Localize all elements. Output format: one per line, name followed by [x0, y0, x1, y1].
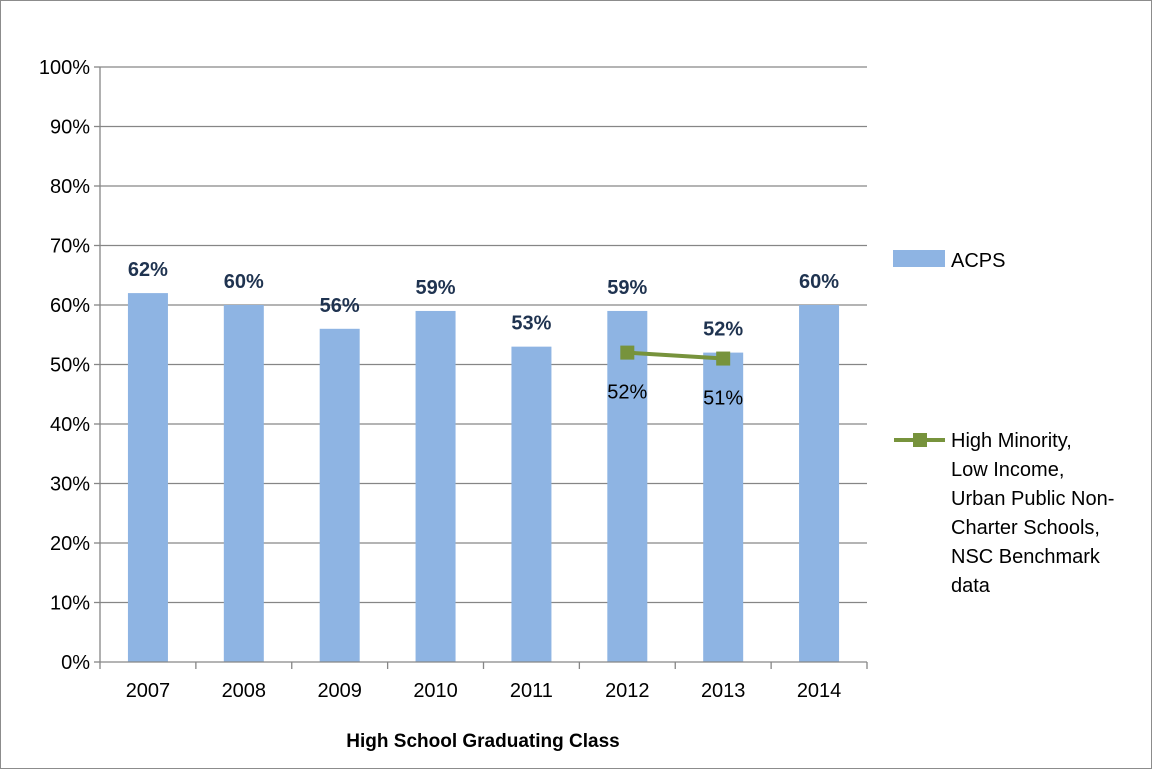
x-axis-title: High School Graduating Class	[346, 731, 619, 752]
line-data-label: 51%	[703, 388, 743, 410]
data-labels: 62% 60% 56% 59% 53% 59% 52% 60% 52% 51%	[128, 259, 839, 409]
y-tick-label: 80%	[50, 176, 90, 198]
line-series	[620, 345, 731, 366]
legend-swatch-marker	[913, 433, 927, 447]
bar-2008	[223, 305, 264, 662]
x-tick-label: 2009	[317, 680, 362, 702]
x-tick-label: 2013	[701, 680, 746, 702]
x-tick-label: 2007	[126, 680, 171, 702]
x-tick-label: 2010	[413, 680, 458, 702]
y-tick-label: 0%	[61, 652, 90, 674]
axes: 0% 10% 20% 30% 40% 50% 60% 70% 80% 90% 100% 2007 200…	[39, 57, 868, 702]
bar-data-label: 59%	[607, 277, 647, 299]
y-tick-label: 40%	[50, 414, 90, 436]
y-tick-label: 100%	[39, 57, 90, 79]
line-point-2013	[716, 351, 731, 366]
x-tick-label: 2012	[605, 680, 650, 702]
legend-label-benchmark: High Minority, Low Income, Urban Public No…	[951, 430, 1114, 597]
bar-2009	[319, 328, 360, 662]
x-tick-label: 2014	[797, 680, 842, 702]
y-tick-label: 90%	[50, 117, 90, 139]
y-tick-label: 20%	[50, 533, 90, 555]
y-tick-label: 60%	[50, 295, 90, 317]
bar-2013	[703, 352, 744, 662]
line-data-label: 52%	[607, 382, 647, 404]
y-tick-label: 50%	[50, 355, 90, 377]
legend-swatch-acps	[893, 250, 945, 267]
gridlines	[100, 66, 867, 604]
bar-data-label: 53%	[511, 313, 551, 335]
x-tick-label: 2008	[222, 680, 267, 702]
bar-data-label: 52%	[703, 319, 743, 341]
line-point-2012	[620, 345, 635, 360]
bar-2011	[511, 346, 552, 662]
legend: ACPS High Minority, Low Income, Urban Publi…	[893, 250, 1114, 597]
bar-data-label: 60%	[799, 271, 839, 293]
y-tick-label: 10%	[50, 593, 90, 615]
bar-series	[127, 293, 840, 662]
bar-data-label: 62%	[128, 259, 168, 281]
bar-2007	[127, 293, 168, 662]
y-tick-label: 70%	[50, 236, 90, 258]
bar-2012	[607, 310, 648, 662]
bar-data-label: 59%	[416, 277, 456, 299]
bar-2014	[799, 305, 840, 662]
bar-2010	[415, 310, 456, 662]
x-tick-label: 2011	[510, 680, 553, 702]
bar-data-label: 56%	[320, 295, 360, 317]
y-tick-label: 30%	[50, 474, 90, 496]
legend-label-acps: ACPS	[951, 250, 1005, 272]
line-path	[627, 350, 724, 361]
bar-data-label: 60%	[224, 271, 264, 293]
